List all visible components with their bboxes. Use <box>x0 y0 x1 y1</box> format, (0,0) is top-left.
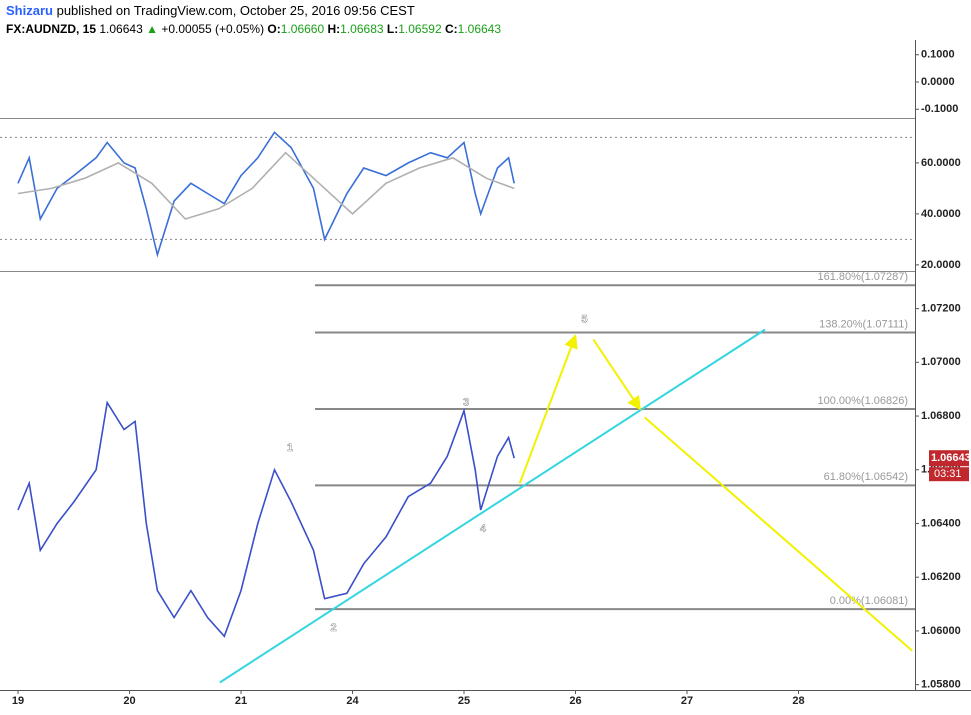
fib-label: 138.20%(1.07111) <box>819 318 908 330</box>
y-tick-label: 1.07200 <box>921 303 961 315</box>
x-tick-label: 21 <box>235 695 247 707</box>
x-tick-label: 25 <box>458 695 470 707</box>
arrow: ▲ <box>146 22 158 36</box>
y-tick-label: 1.05800 <box>921 679 961 691</box>
fib-label: 61.80%(1.06542) <box>824 471 908 483</box>
y-tick-label: 0.0000 <box>921 76 955 88</box>
x-tick-label: 26 <box>569 695 581 707</box>
y-tick-label: 40.0000 <box>921 208 961 220</box>
last-price-tag <box>929 450 969 467</box>
o-label: O: <box>267 22 281 36</box>
symbol: FX:AUDNZD, 15 <box>6 22 97 36</box>
wave-label: 5 <box>581 313 587 325</box>
y-tick-label: 60.0000 <box>921 157 961 169</box>
y-tick-label: 1.06200 <box>921 571 961 583</box>
l-label: L: <box>386 22 399 36</box>
trend-line <box>518 334 578 484</box>
x-tick-label: 24 <box>346 695 359 707</box>
series-line <box>17 151 515 220</box>
close: 1.06643 <box>457 22 502 36</box>
wave-label: 4 <box>480 523 487 535</box>
c-label: C: <box>444 22 458 36</box>
wave-label: 3 <box>463 397 469 409</box>
series-line <box>17 131 515 258</box>
publish-info: published on TradingView.com, October 25… <box>56 3 415 18</box>
low: 1.06592 <box>398 22 442 36</box>
trend-line <box>643 416 913 652</box>
series-line <box>17 400 515 638</box>
chart: 0.1000 0.0000 -0.1000 20.0000 40.0000 60.0000… <box>0 40 971 715</box>
publish-line: Shizaru published on TradingView.com, Oc… <box>6 3 415 18</box>
y-tick-label: 1.06000 <box>921 625 961 637</box>
y-tick-label: -0.1000 <box>921 103 958 115</box>
open: 1.06660 <box>280 22 325 36</box>
fib-label: 0.00%(1.06081) <box>830 595 908 607</box>
y-tick-label: 1.07000 <box>921 356 961 368</box>
timer-tag <box>929 467 969 482</box>
x-tick-label: 27 <box>681 695 693 707</box>
h-label: H: <box>327 22 341 36</box>
chart-bg <box>0 40 971 715</box>
x-tick-label: 19 <box>12 695 24 707</box>
high: 1.06683 <box>340 22 384 36</box>
wave-label: 1 <box>287 442 293 454</box>
author[interactable]: Shizaru <box>6 3 53 18</box>
change: +0.00055 (+0.05%) <box>161 22 265 36</box>
y-tick-label: 1.06400 <box>921 517 961 529</box>
x-tick-label: 20 <box>123 695 135 707</box>
timer-label: 03:31 <box>934 468 962 480</box>
fib-label: 161.80%(1.07287) <box>817 271 908 283</box>
trend-line <box>592 338 642 411</box>
y-tick-label: 0.1000 <box>921 49 955 61</box>
ohlc-line: FX:AUDNZD, 15 1.06643 ▲ +0.00055 (+0.05%… <box>6 22 501 36</box>
trend-line <box>219 328 766 684</box>
last-price-label: 1.06643 <box>931 452 971 464</box>
x-tick-label: 28 <box>792 695 804 707</box>
last: 1.06643 <box>99 22 143 36</box>
wave-label: 2 <box>331 622 337 634</box>
y-tick-label: 1.06800 <box>921 410 961 422</box>
y-tick-label: 20.0000 <box>921 259 961 271</box>
fib-label: 100.00%(1.06826) <box>817 395 908 407</box>
